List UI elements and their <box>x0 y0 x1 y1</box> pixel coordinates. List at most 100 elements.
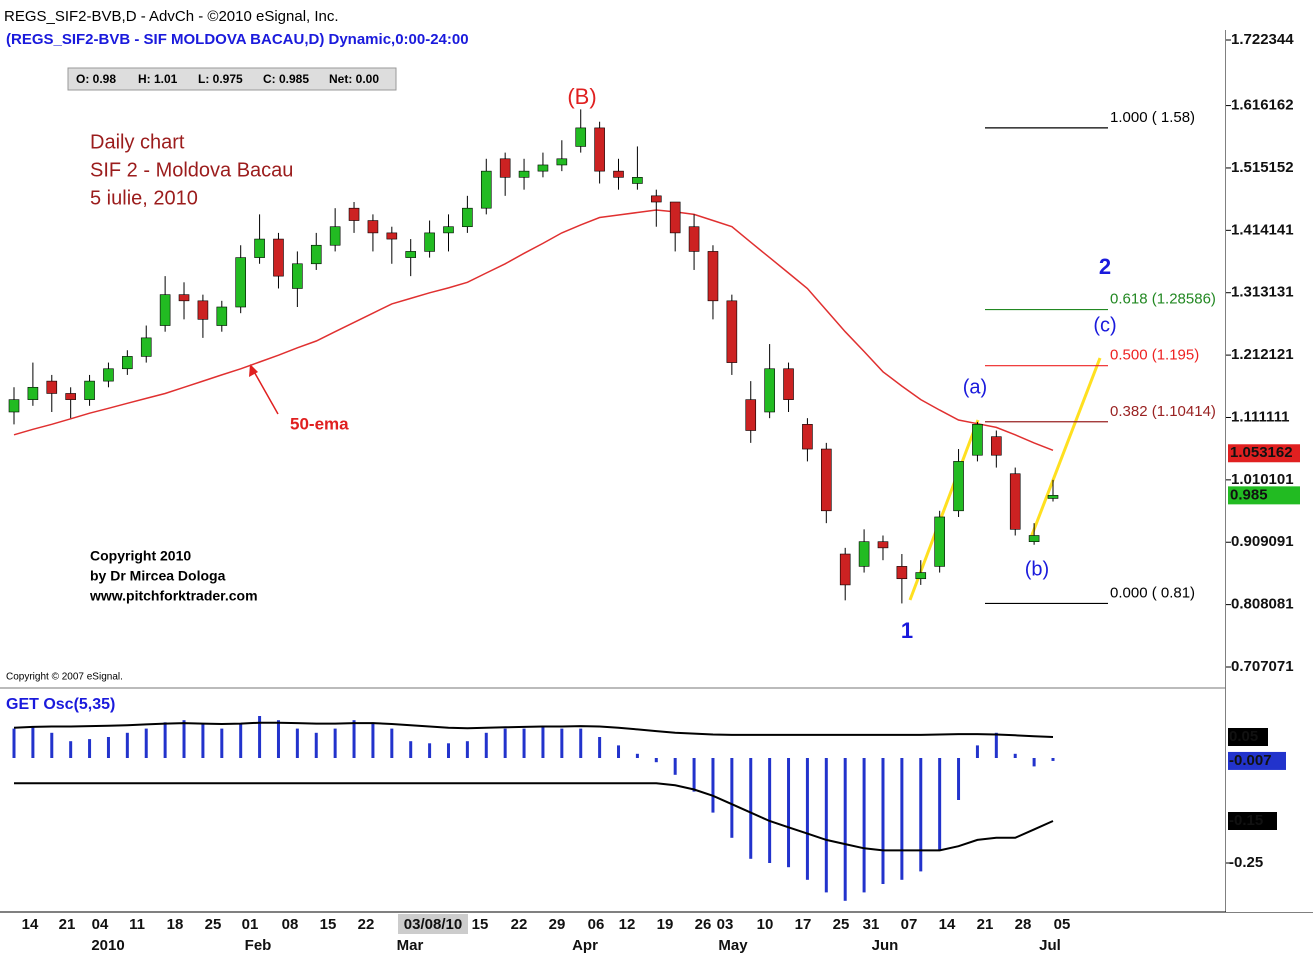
x-tick-label: 08 <box>282 916 299 933</box>
wave-label: (b) <box>1025 558 1049 580</box>
osc-bar <box>824 758 828 893</box>
candle-body <box>650 195 662 203</box>
osc-bar <box>957 758 961 800</box>
y-tick-label: 1.722344 <box>1231 31 1294 48</box>
candle-body <box>405 251 417 258</box>
x-tick-label: 03/08/10 <box>404 916 462 933</box>
note: Daily chart <box>90 131 185 153</box>
y-tick-label: 0.808081 <box>1231 596 1294 613</box>
osc-title: GET Osc(5,35) <box>6 696 115 713</box>
y-tick-label: 1.010101 <box>1231 471 1294 488</box>
osc-bar <box>938 758 942 851</box>
osc-bar <box>598 737 602 758</box>
osc-tick-label: -0.15 <box>1229 812 1263 829</box>
candle-body <box>386 232 398 240</box>
price-marker-label: 0.985 <box>1230 486 1268 503</box>
candle-body <box>991 436 1002 456</box>
osc-bar <box>276 720 280 758</box>
osc-bar <box>31 726 35 758</box>
candle-body <box>688 226 700 252</box>
osc-bar <box>333 728 337 758</box>
candle-body <box>216 306 228 326</box>
month-label: Jul <box>1039 937 1061 954</box>
candle-body <box>594 127 605 172</box>
osc-bar <box>239 724 243 758</box>
osc-bar <box>352 720 356 758</box>
osc-bar <box>900 758 904 880</box>
x-tick-label: 14 <box>22 916 39 933</box>
copyright: by Dr Mircea Dologa <box>90 568 226 584</box>
osc-bar <box>220 728 224 758</box>
candle-body <box>235 257 246 308</box>
y-tick-label: 1.414141 <box>1231 221 1294 238</box>
candle-body <box>575 127 587 147</box>
candle-body <box>197 300 209 320</box>
osc-bar <box>182 720 186 758</box>
osc-bar <box>12 728 16 758</box>
wave-label: 1 <box>901 618 913 643</box>
osc-bar <box>1051 758 1055 761</box>
x-tick-label: 31 <box>863 916 880 933</box>
x-tick-label: 25 <box>205 916 222 933</box>
osc-bar <box>560 728 564 758</box>
candle-body <box>518 170 530 178</box>
osc-bar <box>579 728 583 758</box>
osc-bar <box>50 732 54 758</box>
osc-bar <box>125 732 129 758</box>
osc-bar <box>446 743 450 758</box>
date-highlight <box>398 914 468 934</box>
candle-body <box>140 337 152 357</box>
wave-label: 2 <box>1099 254 1111 279</box>
candle-body <box>783 368 794 400</box>
ema-line <box>13 209 1054 451</box>
x-tick-label: 22 <box>511 916 528 933</box>
x-tick-label: 03 <box>717 916 734 933</box>
osc-bar <box>975 745 979 758</box>
y-tick-label: 0.909091 <box>1231 533 1294 550</box>
candle-body <box>669 201 681 234</box>
osc-bar <box>692 758 696 792</box>
x-tick-label: 18 <box>167 916 184 933</box>
osc-bar <box>994 732 998 758</box>
candle-body <box>726 300 738 363</box>
osc-bar <box>390 728 394 758</box>
x-tick-label: 21 <box>59 916 76 933</box>
y-tick-label: 1.515152 <box>1231 159 1294 176</box>
candle-body <box>292 263 303 289</box>
osc-tick-label: -0.25 <box>1229 854 1263 871</box>
ema-arrow <box>251 367 279 415</box>
candle-body <box>1047 495 1059 499</box>
osc-bar <box>163 722 167 758</box>
candle-body <box>613 170 624 178</box>
candle-body <box>839 553 851 586</box>
osc-bar <box>88 739 92 758</box>
osc-bar <box>617 745 621 758</box>
osc-tick-bg <box>1228 728 1268 746</box>
window-title: REGS_SIF2-BVB,D - AdvCh - ©2010 eSignal,… <box>4 8 339 25</box>
candle-body <box>310 244 322 265</box>
x-tick-label: 01 <box>242 916 259 933</box>
osc-bar <box>409 741 413 758</box>
candle-body <box>367 220 379 234</box>
candle-body <box>254 238 265 258</box>
ohlc-box <box>67 67 397 91</box>
osc-bar <box>541 726 545 758</box>
osc-tick-label: -0.007 <box>1229 752 1272 769</box>
osc-bar <box>201 724 205 758</box>
candle-body <box>821 448 832 512</box>
note: SIF 2 - Moldova Bacau <box>90 159 293 181</box>
fib-label: 1.000 ( 1.58) <box>1110 109 1195 126</box>
x-tick-label: 12 <box>619 916 636 933</box>
price-marker-label: 1.053162 <box>1230 444 1293 461</box>
candle-body <box>499 158 511 178</box>
chart-title: (REGS_SIF2-BVB - SIF MOLDOVA BACAU,D) Dy… <box>6 31 469 48</box>
x-tick-label: 07 <box>901 916 918 933</box>
candle-body <box>348 207 360 221</box>
y-tick-label: 1.212121 <box>1231 346 1294 363</box>
candle-body <box>424 232 435 252</box>
osc-tick-bg <box>1228 751 1286 770</box>
osc-bar <box>1032 758 1036 767</box>
candle-body <box>462 207 473 228</box>
osc-bar <box>465 741 469 758</box>
osc-bar <box>106 737 110 758</box>
